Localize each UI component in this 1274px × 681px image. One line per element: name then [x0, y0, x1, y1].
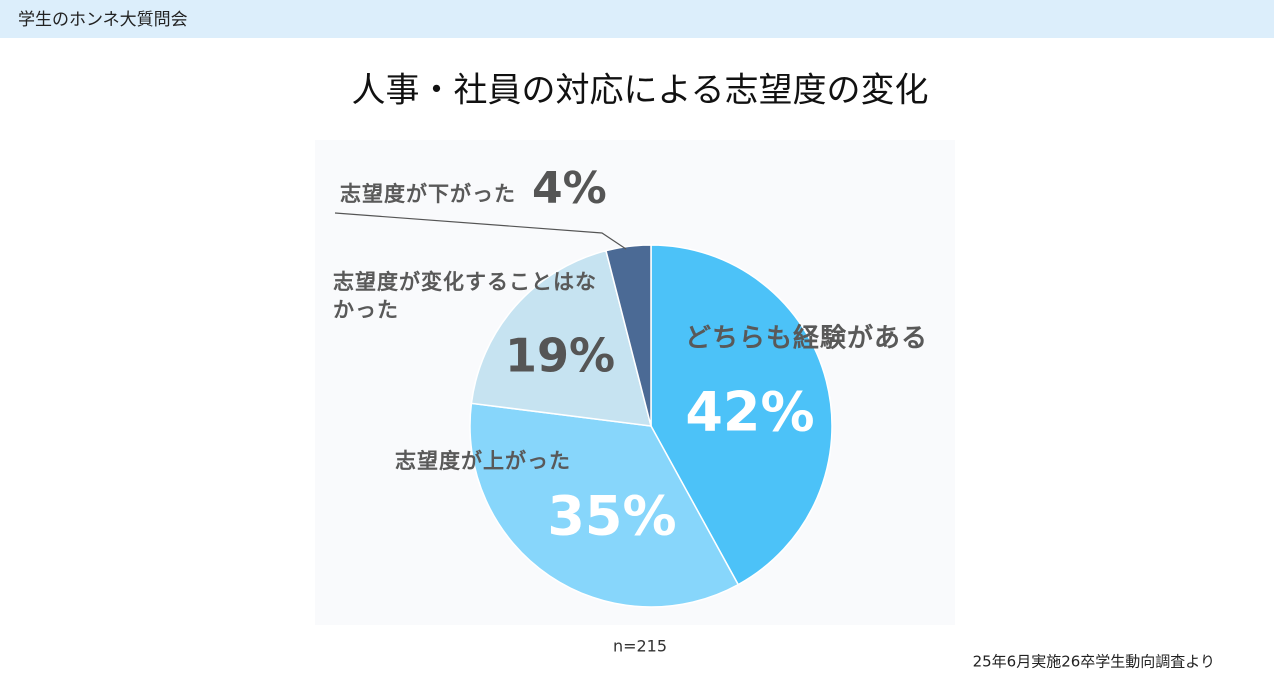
header-title: 学生のホンネ大質問会 — [18, 10, 188, 30]
value-label: 4% — [532, 163, 607, 214]
slice — [650, 244, 833, 586]
slice — [469, 402, 740, 608]
value-label: 42% — [685, 381, 814, 444]
slice — [605, 244, 652, 427]
header-band — [0, 0, 1274, 38]
slice — [470, 249, 653, 427]
sample-size: n=215 — [613, 637, 667, 656]
value-label: 35% — [547, 485, 676, 548]
leader-line — [334, 212, 627, 250]
category-label: 志望度が変化することはなかった — [333, 270, 597, 322]
category-label: 志望度が上がった — [395, 449, 571, 473]
category-label: どちらも経験がある — [685, 323, 928, 354]
source: 25年6月実施26卒学生動向調査より — [973, 653, 1215, 671]
value-label: 19% — [505, 329, 615, 383]
slices — [469, 244, 833, 608]
chart-title: 人事・社員の対応による志望度の変化 — [352, 71, 929, 111]
category-label: 志望度が下がった — [340, 182, 516, 206]
